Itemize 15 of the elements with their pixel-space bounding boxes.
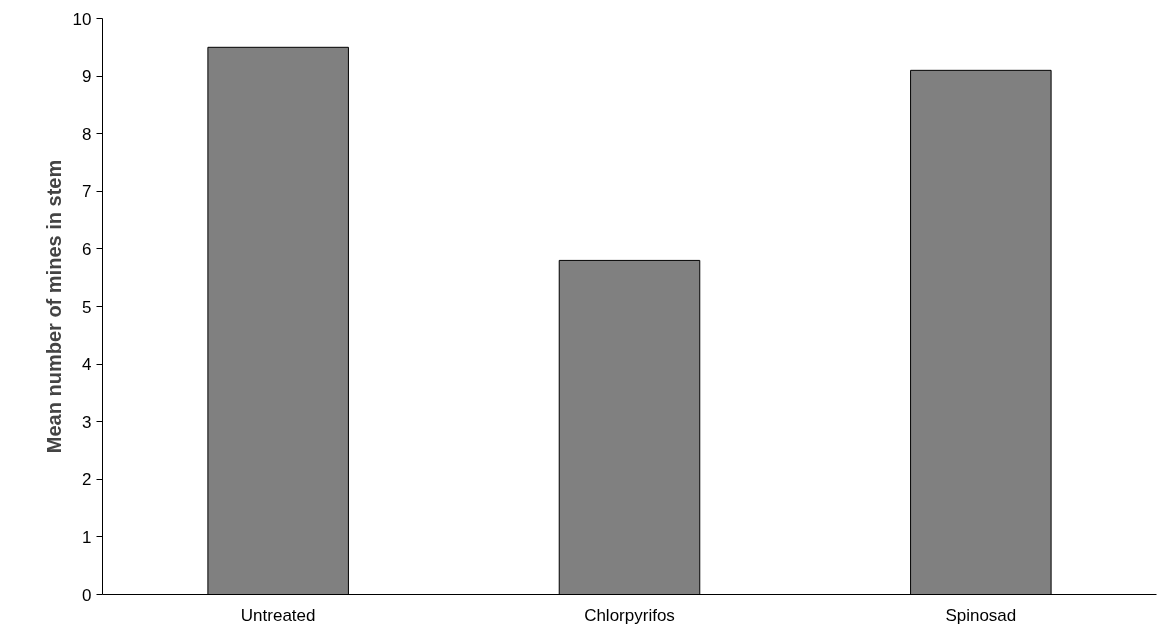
y-axis-title: Mean number of mines in stem (42, 159, 65, 454)
y-tick-label: 6 (82, 239, 92, 259)
y-tick-label: 5 (82, 297, 92, 317)
y-tick-label: 7 (82, 182, 92, 202)
y-tick-label: 3 (82, 412, 92, 432)
y-tick-label: 1 (82, 527, 92, 547)
y-tick-label: 0 (82, 585, 92, 605)
x-tick-label: Spinosad (945, 605, 1017, 625)
y-tick-label: 4 (82, 355, 92, 375)
x-tick-label: Chlorpyrifos (584, 605, 675, 625)
y-tick-label: 2 (82, 470, 92, 490)
y-tick-label: 9 (82, 67, 92, 87)
y-tick-label: 8 (82, 124, 92, 144)
y-tick-label: 10 (72, 9, 92, 29)
x-tick-label: Untreated (240, 605, 316, 625)
